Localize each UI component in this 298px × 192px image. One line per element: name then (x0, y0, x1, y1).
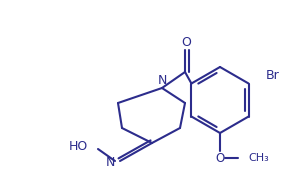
Text: HO: HO (69, 140, 88, 152)
Text: CH₃: CH₃ (248, 153, 269, 163)
Text: N: N (105, 156, 115, 170)
Text: O: O (181, 36, 191, 49)
Text: Br: Br (266, 69, 279, 82)
Text: N: N (157, 74, 167, 87)
Text: O: O (215, 151, 225, 165)
